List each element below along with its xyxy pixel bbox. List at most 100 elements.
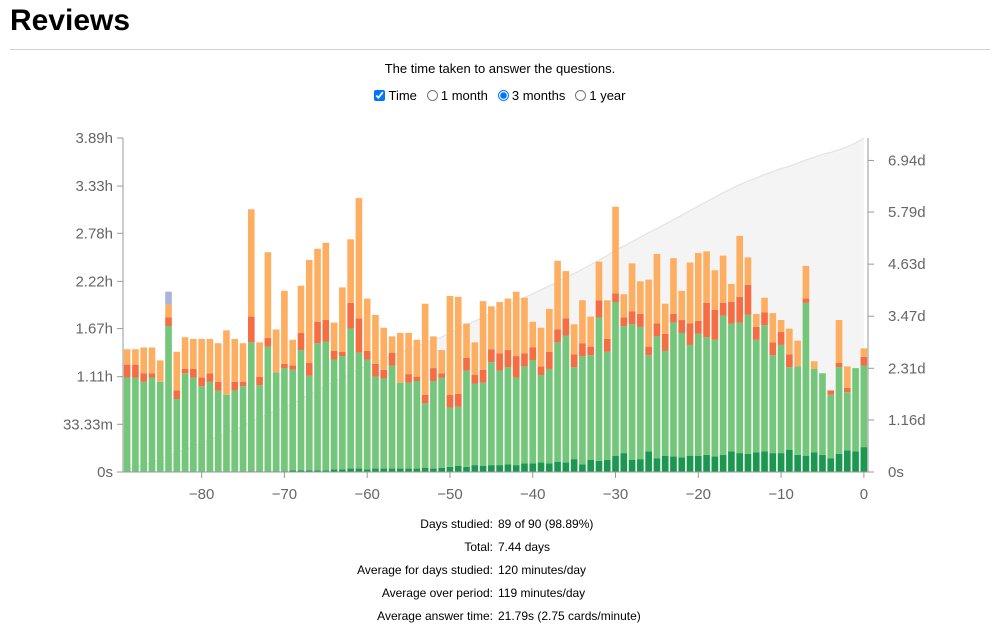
bar-segment (463, 357, 470, 371)
bar-segment (728, 301, 735, 324)
bar-segment (554, 329, 561, 343)
bar-segment (620, 294, 628, 318)
y-tick-label: 33.33m (63, 416, 113, 433)
bar-segment (827, 458, 835, 472)
bar-segment (148, 377, 156, 472)
bar-segment (810, 361, 818, 369)
bar-segment (703, 251, 710, 303)
bar-segment (479, 301, 487, 370)
bar-segment (686, 455, 694, 472)
range-1-year[interactable]: 1 year (575, 88, 626, 103)
bar-segment (545, 351, 553, 369)
bar-segment (670, 456, 677, 472)
bar-segment (289, 470, 296, 472)
bar-segment (645, 355, 652, 452)
bar-segment (786, 328, 793, 355)
y2-tick-label: 4.63d (888, 256, 926, 273)
bar-segment (140, 347, 147, 374)
bar-segment (521, 366, 528, 464)
bar-segment (471, 374, 479, 384)
stat-value: 7.44 days (498, 540, 551, 554)
bar-segment (355, 198, 363, 319)
range-3-months[interactable]: 3 months (497, 88, 566, 103)
bar-segment (562, 271, 570, 319)
time-checkbox[interactable] (374, 90, 386, 101)
bar-segment (521, 353, 528, 367)
bar-segment (479, 382, 487, 466)
range-3-months-radio[interactable] (497, 90, 509, 101)
bar-segment (347, 239, 354, 303)
title-divider (10, 49, 990, 50)
bar-segment (430, 468, 437, 472)
bar-segment (736, 453, 743, 472)
y2-tick-label: 2.31d (888, 360, 926, 377)
bar-segment (661, 303, 669, 334)
bar-segment (678, 457, 686, 472)
bar-segment (363, 298, 371, 351)
bar-segment (454, 406, 462, 466)
bar-segment (372, 314, 379, 364)
bar-segment (463, 466, 470, 472)
bar-segment (694, 455, 702, 472)
bar-segment (289, 339, 296, 366)
bar-segment (769, 355, 777, 454)
bar-segment (570, 459, 578, 472)
bar-segment (421, 303, 429, 395)
bar-segment (521, 297, 528, 354)
bar-segment (123, 349, 131, 365)
range-3-months-label: 3 months (511, 88, 566, 103)
x-tick-label: −10 (768, 486, 793, 503)
bar-segment (554, 342, 561, 462)
bar-segment (256, 376, 263, 386)
bar-segment (860, 447, 868, 472)
range-1-year-radio[interactable] (575, 90, 587, 101)
bar-segment (802, 302, 810, 456)
time-toggle[interactable]: Time (374, 88, 417, 103)
bar-segment (744, 284, 752, 315)
bar-segment (521, 463, 528, 472)
bar-segment (628, 263, 636, 312)
bar-segment (711, 270, 719, 310)
stat-value: 21.79s (2.75 cards/minute) (498, 609, 641, 623)
bar-segment (670, 258, 677, 315)
time-label: Time (388, 88, 417, 103)
stat-row-days-studied: Days studied: 89 of 90 (98.89%) (0, 517, 1000, 540)
bar-segment (802, 265, 810, 299)
stat-row-average-days-studied: Average for days studied: 120 minutes/da… (0, 563, 1000, 586)
bar-segment (835, 362, 843, 368)
stat-row-total: Total: 7.44 days (0, 540, 1000, 563)
bar-segment (198, 338, 205, 378)
bar-segment (363, 469, 371, 472)
bar-segment (256, 385, 263, 472)
bar-segment (777, 344, 785, 454)
bar-segment (165, 326, 172, 472)
bar-segment (165, 317, 172, 327)
range-1-month-radio[interactable] (426, 90, 438, 101)
bar-segment (860, 356, 868, 366)
bar-segment (289, 365, 296, 370)
bar-segment (545, 368, 553, 464)
page-title: Reviews (10, 4, 131, 37)
range-1-month-label: 1 month (440, 88, 488, 103)
bar-segment (239, 381, 247, 387)
range-1-month[interactable]: 1 month (426, 88, 488, 103)
bar-segment (860, 348, 868, 357)
bar-segment (637, 281, 644, 315)
bar-segment (355, 468, 363, 472)
bar-segment (827, 390, 835, 395)
x-tick-label: −20 (686, 486, 711, 503)
bar-segment (686, 323, 694, 345)
bar-segment (405, 332, 412, 375)
bar-segment (587, 355, 594, 460)
x-tick-label: −50 (437, 486, 462, 503)
bar-segment (603, 300, 611, 339)
bar-segment (744, 257, 752, 285)
x-tick-label: −30 (603, 486, 628, 503)
bar-segment (314, 248, 321, 322)
bar-segment (289, 369, 296, 471)
bar-segment (297, 470, 305, 472)
chart-subtitle: The time taken to answer the questions. (384, 61, 616, 76)
bar-segment (231, 338, 239, 382)
bar-segment (628, 459, 636, 472)
bar-segment (363, 359, 371, 470)
